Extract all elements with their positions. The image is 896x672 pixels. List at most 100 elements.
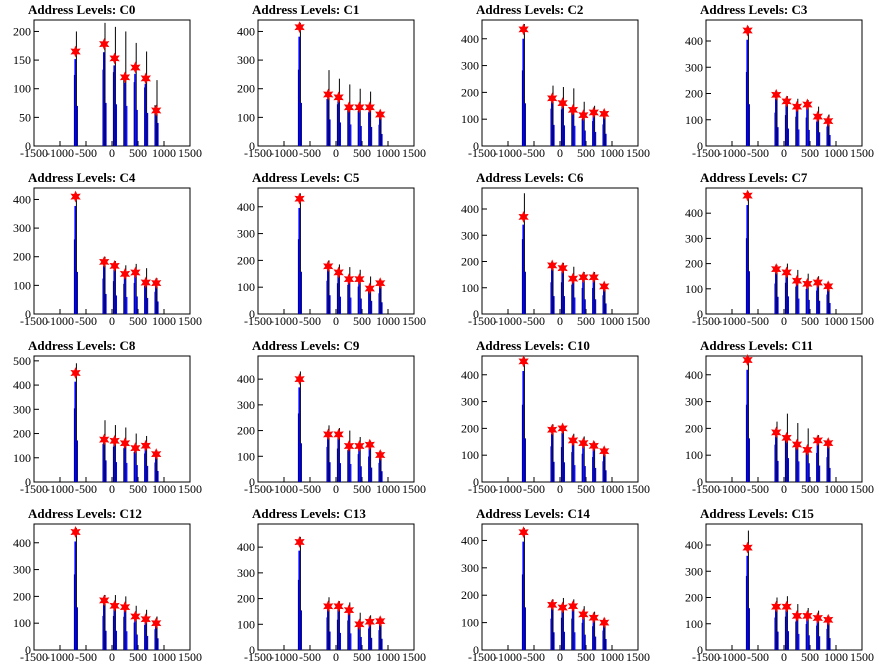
fit-star-marker	[567, 434, 579, 447]
y-tick-label: 300	[685, 564, 703, 578]
fit-star-marker	[823, 613, 834, 626]
plot-frame	[481, 355, 639, 483]
y-tick-label: 100	[237, 449, 255, 463]
fit-star-marker	[151, 277, 162, 290]
x-tick-label: -500	[523, 314, 545, 328]
x-tick-label: 1500	[626, 650, 650, 664]
fit-star-marker	[70, 45, 81, 58]
histogram-plot: Address Levels: C3 0 100 200 300 400 -1500-100…	[685, 2, 874, 160]
fit-star-marker	[791, 274, 803, 287]
y-tick-label: 200	[237, 253, 255, 267]
fit-star-marker	[343, 604, 355, 617]
histogram-plot: Address Levels: C2 0 100 200 300 400 -1500-100…	[461, 2, 650, 160]
x-tick-label: 0	[109, 650, 115, 664]
y-tick-label: 150	[13, 53, 31, 67]
plot-frame	[257, 19, 415, 147]
y-tick-label: 100	[237, 280, 255, 294]
fit-star-marker	[812, 612, 823, 624]
fit-star-marker	[294, 21, 305, 34]
x-tick-label: 0	[781, 146, 787, 160]
y-tick-label: 0	[473, 139, 479, 153]
y-tick-label: 0	[697, 643, 703, 657]
y-tick-label: 100	[13, 82, 31, 96]
x-tick-label: 1500	[402, 650, 426, 664]
y-tick-label: 100	[685, 113, 703, 127]
x-tick-label: -1500	[20, 650, 48, 664]
x-tick-label: 500	[353, 482, 371, 496]
y-tick-label: 400	[237, 200, 255, 214]
plot-frame	[705, 523, 863, 651]
x-tick-label: 500	[577, 482, 595, 496]
x-tick-label: -1500	[244, 314, 272, 328]
x-tick-label: 1000	[376, 314, 400, 328]
fit-star-marker	[742, 24, 753, 37]
panel-title: Address Levels: C5	[252, 170, 360, 185]
fit-star-marker	[567, 600, 579, 613]
x-tick-label: -1500	[244, 482, 272, 496]
fit-star-marker	[130, 442, 141, 455]
x-tick-label: -500	[747, 314, 769, 328]
fit-star-marker	[578, 271, 589, 284]
y-tick-label: 200	[13, 427, 31, 441]
fit-star-marker	[375, 449, 386, 461]
x-tick-label: 1000	[600, 314, 624, 328]
plot-frame	[257, 523, 415, 651]
panel-title: Address Levels: C3	[700, 2, 808, 17]
histogram-panel: Address Levels: C9 0 100 200 300 400 -1500 -100…	[224, 336, 448, 504]
y-tick-label: 100	[685, 617, 703, 631]
fit-star-marker	[547, 259, 558, 272]
x-tick-label: -500	[747, 146, 769, 160]
histogram-plot: Address Levels: C13 0 100 200 300 400 -1500-10…	[237, 506, 426, 664]
x-tick-label: 1500	[626, 482, 650, 496]
fit-star-marker	[119, 71, 131, 84]
x-tick-label: 0	[557, 650, 563, 664]
x-tick-label: -1000	[270, 314, 298, 328]
y-tick-label: 300	[237, 227, 255, 241]
y-tick-label: 100	[13, 278, 31, 292]
fit-star-marker	[354, 440, 365, 452]
fit-star-marker	[742, 189, 753, 202]
histogram-plot: Address Levels: C14 0 100 200 300 400 -1500-10…	[461, 506, 650, 664]
panel-title: Address Levels: C15	[700, 506, 814, 521]
histogram-plot: Address Levels: C1 0 100 200 300 400 -1500-100…	[237, 2, 426, 160]
fit-star-marker	[151, 104, 162, 117]
x-tick-label: 1500	[626, 146, 650, 160]
x-tick-label: 500	[353, 314, 371, 328]
y-tick-label: 300	[685, 231, 703, 245]
y-tick-label: 200	[461, 421, 479, 435]
histogram-plot: Address Levels: C7 0 100 200 300 400 -1500-100…	[685, 170, 874, 328]
fit-star-marker	[781, 266, 792, 279]
x-tick-label: 1000	[600, 650, 624, 664]
x-tick-label: 1500	[178, 650, 202, 664]
fit-star-marker	[140, 439, 151, 452]
x-tick-label: 0	[781, 314, 787, 328]
x-tick-label: 1000	[824, 482, 848, 496]
x-tick-label: -1000	[494, 650, 522, 664]
histogram-plot: Address Levels: C10 0 100 200 300 400 -1500-10…	[461, 338, 650, 496]
fit-star-marker	[802, 443, 813, 456]
x-tick-label: 500	[129, 482, 147, 496]
fit-star-marker	[812, 276, 823, 289]
x-tick-label: 500	[801, 482, 819, 496]
x-tick-label: 1000	[600, 146, 624, 160]
fit-star-marker	[323, 600, 334, 613]
y-tick-label: 400	[461, 533, 479, 547]
x-tick-label: -1500	[20, 314, 48, 328]
x-tick-label: 1000	[152, 482, 176, 496]
x-tick-label: -1000	[718, 482, 746, 496]
fit-star-marker	[130, 266, 141, 279]
panel-title: Address Levels: C6	[476, 170, 584, 185]
y-tick-label: 0	[249, 475, 255, 489]
x-tick-label: 1000	[824, 314, 848, 328]
histogram-plot: Address Levels: C80100200300400500-1500-…	[13, 338, 202, 496]
x-tick-label: 1500	[402, 482, 426, 496]
plot-frame	[481, 523, 639, 651]
y-tick-label: 0	[25, 307, 31, 321]
fit-star-marker	[588, 106, 599, 119]
fit-star-marker	[99, 594, 110, 607]
x-tick-label: 0	[109, 146, 115, 160]
x-tick-label: -500	[747, 650, 769, 664]
histogram-panel: Address Levels: C13 0 100 200 300 400 -1500 -10…	[224, 504, 448, 672]
fit-star-marker	[333, 428, 344, 441]
histogram-panel: Address Levels: C4 0 100 200 300 400 -1500 -100…	[0, 168, 224, 336]
